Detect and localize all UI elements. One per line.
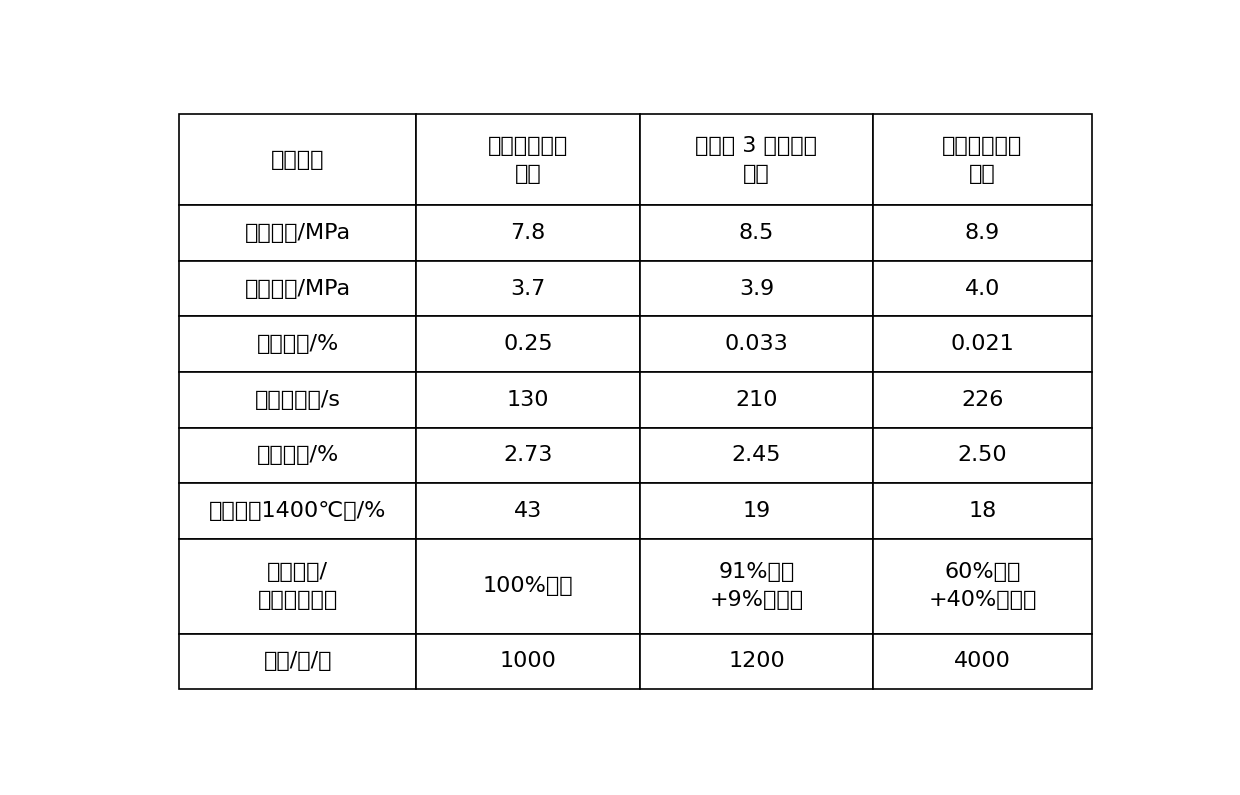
Bar: [640, 316, 873, 372]
Text: 0.021: 0.021: [951, 334, 1014, 355]
Bar: [873, 539, 1092, 634]
Text: 19: 19: [743, 501, 770, 521]
Text: 2.50: 2.50: [957, 445, 1007, 465]
Text: 226: 226: [961, 390, 1003, 409]
Text: 43: 43: [515, 501, 542, 521]
Text: 4000: 4000: [954, 651, 1011, 672]
Text: 热膨胀率/%: 热膨胀率/%: [257, 334, 339, 355]
Text: 特种铸钢件覆
膜砂: 特种铸钢件覆 膜砂: [942, 135, 1023, 184]
Bar: [179, 114, 417, 205]
Text: 130: 130: [507, 390, 549, 409]
Text: 抗拉强度/MPa: 抗拉强度/MPa: [244, 278, 351, 299]
Text: 210: 210: [735, 390, 777, 409]
Text: 8.9: 8.9: [965, 223, 999, 243]
Text: 3.7: 3.7: [511, 278, 546, 299]
Bar: [417, 205, 640, 261]
Text: 91%硅砂
+9%铁矿砂: 91%硅砂 +9%铁矿砂: [709, 562, 804, 611]
Bar: [417, 372, 640, 428]
Text: 100%硅砂: 100%硅砂: [482, 576, 574, 596]
Bar: [179, 483, 417, 539]
Bar: [640, 114, 873, 205]
Bar: [417, 634, 640, 689]
Bar: [179, 205, 417, 261]
Bar: [179, 372, 417, 428]
Text: 原砂规格/
质量分数组成: 原砂规格/ 质量分数组成: [258, 562, 337, 611]
Bar: [640, 634, 873, 689]
Bar: [873, 316, 1092, 372]
Bar: [873, 114, 1092, 205]
Text: 1200: 1200: [728, 651, 785, 672]
Text: 60%硅砂
+40%宝珠砂: 60%硅砂 +40%宝珠砂: [929, 562, 1037, 611]
Bar: [179, 634, 417, 689]
Bar: [873, 428, 1092, 483]
Text: 1000: 1000: [500, 651, 557, 672]
Text: 3.9: 3.9: [739, 278, 774, 299]
Bar: [417, 539, 640, 634]
Text: 普通铸钢件覆
膜砂: 普通铸钢件覆 膜砂: [489, 135, 568, 184]
Text: 18: 18: [968, 501, 997, 521]
Bar: [640, 372, 873, 428]
Bar: [417, 316, 640, 372]
Bar: [873, 261, 1092, 316]
Text: 实施例 3 铸钢件覆
膜砂: 实施例 3 铸钢件覆 膜砂: [696, 135, 817, 184]
Bar: [640, 205, 873, 261]
Bar: [873, 205, 1092, 261]
Text: 检测项目: 检测项目: [272, 149, 325, 169]
Bar: [640, 261, 873, 316]
Bar: [179, 316, 417, 372]
Text: 成本/元/吨: 成本/元/吨: [263, 651, 332, 672]
Text: 8.5: 8.5: [739, 223, 774, 243]
Bar: [417, 114, 640, 205]
Text: 4.0: 4.0: [965, 278, 1001, 299]
Bar: [179, 428, 417, 483]
Bar: [640, 428, 873, 483]
Bar: [640, 483, 873, 539]
Text: 0.033: 0.033: [724, 334, 789, 355]
Bar: [640, 539, 873, 634]
Text: 2.73: 2.73: [503, 445, 553, 465]
Text: 灼烧减量/%: 灼烧减量/%: [257, 445, 339, 465]
Bar: [873, 372, 1092, 428]
Text: 7.8: 7.8: [511, 223, 546, 243]
Bar: [873, 634, 1092, 689]
Bar: [417, 483, 640, 539]
Text: 抗弯强度/MPa: 抗弯强度/MPa: [244, 223, 351, 243]
Bar: [417, 261, 640, 316]
Bar: [417, 428, 640, 483]
Bar: [179, 539, 417, 634]
Text: 0.25: 0.25: [503, 334, 553, 355]
Text: 2.45: 2.45: [732, 445, 781, 465]
Text: 烧结率（1400℃）/%: 烧结率（1400℃）/%: [210, 501, 387, 521]
Bar: [179, 261, 417, 316]
Text: 耐高温时间/s: 耐高温时间/s: [254, 390, 341, 409]
Bar: [873, 483, 1092, 539]
